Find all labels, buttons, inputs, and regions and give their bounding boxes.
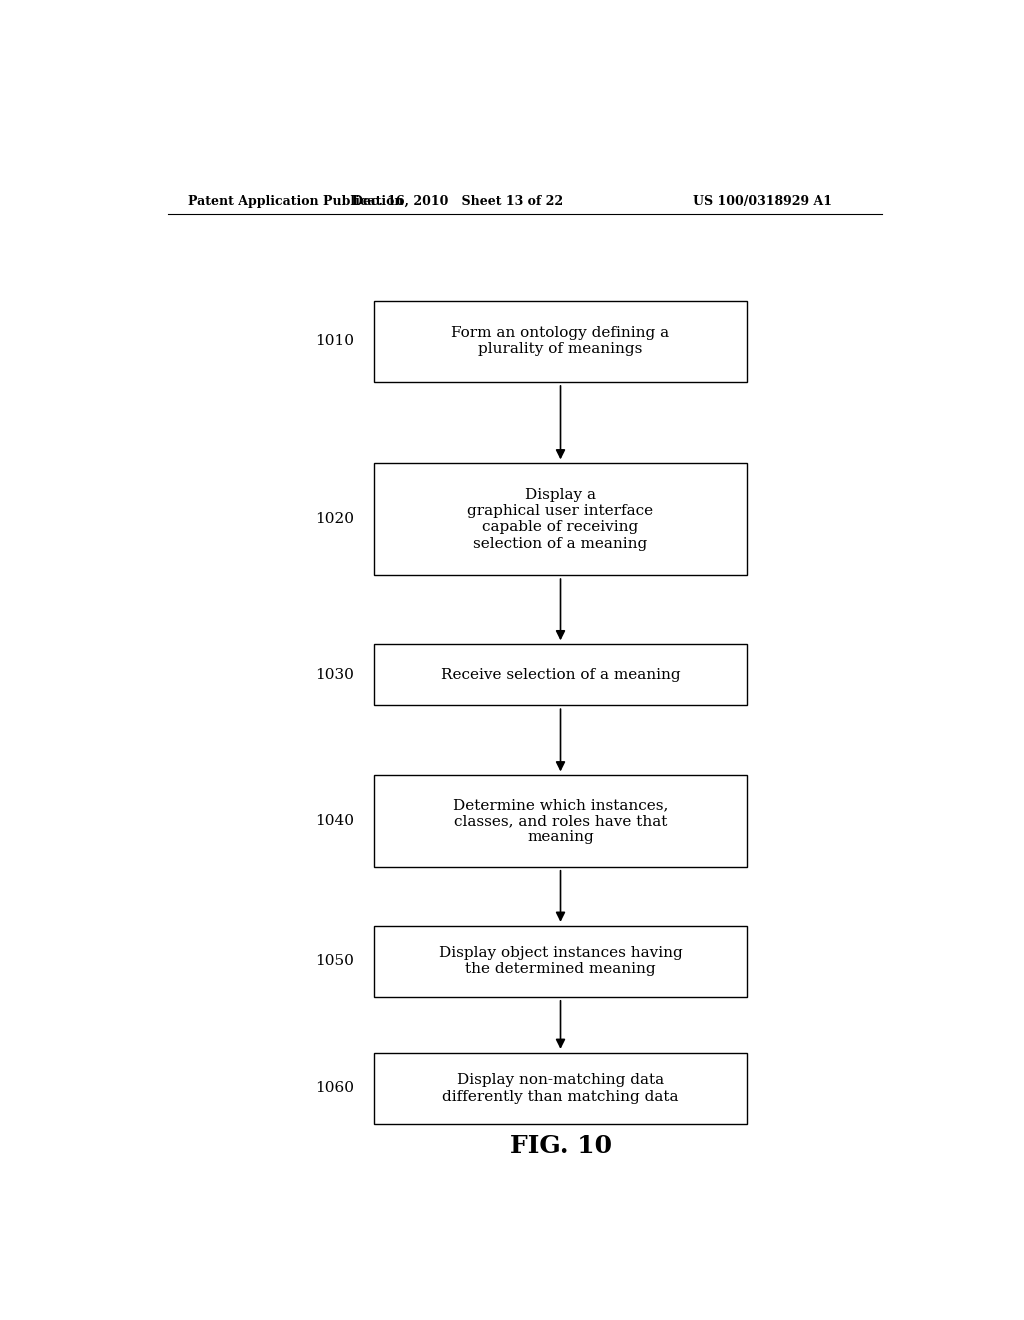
Text: Form an ontology defining a
plurality of meanings: Form an ontology defining a plurality of… bbox=[452, 326, 670, 356]
Text: 1060: 1060 bbox=[315, 1081, 354, 1096]
Text: Receive selection of a meaning: Receive selection of a meaning bbox=[440, 668, 680, 681]
Text: FIG. 10: FIG. 10 bbox=[510, 1134, 611, 1159]
Bar bbox=[374, 644, 748, 705]
Text: 1030: 1030 bbox=[315, 668, 354, 681]
Bar bbox=[374, 301, 748, 381]
Text: 1010: 1010 bbox=[315, 334, 354, 348]
Text: 1050: 1050 bbox=[315, 954, 354, 969]
Text: 1040: 1040 bbox=[315, 814, 354, 828]
Bar bbox=[374, 775, 748, 867]
Text: Display a
graphical user interface
capable of receiving
selection of a meaning: Display a graphical user interface capab… bbox=[467, 488, 653, 550]
Text: 1020: 1020 bbox=[315, 512, 354, 527]
Bar bbox=[374, 463, 748, 576]
Text: Patent Application Publication: Patent Application Publication bbox=[187, 194, 403, 207]
Bar bbox=[374, 925, 748, 997]
Text: US 100/0318929 A1: US 100/0318929 A1 bbox=[693, 194, 833, 207]
Bar bbox=[374, 1053, 748, 1125]
Text: Determine which instances,
classes, and roles have that
meaning: Determine which instances, classes, and … bbox=[453, 797, 669, 845]
Text: Display non-matching data
differently than matching data: Display non-matching data differently th… bbox=[442, 1073, 679, 1104]
Text: Display object instances having
the determined meaning: Display object instances having the dete… bbox=[438, 946, 682, 977]
Text: Dec. 16, 2010   Sheet 13 of 22: Dec. 16, 2010 Sheet 13 of 22 bbox=[352, 194, 563, 207]
